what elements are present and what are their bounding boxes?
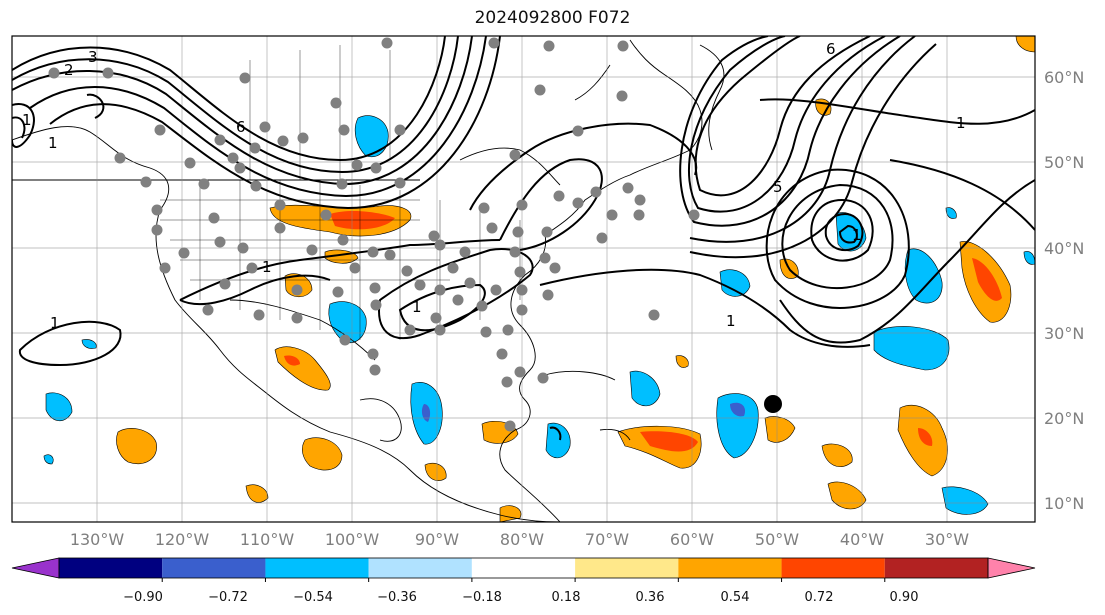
state-borders — [160, 45, 521, 340]
colorbar-tick-label: −0.18 — [462, 590, 502, 605]
lon-tick-label: 80°W — [500, 530, 544, 549]
colorbar-tick-label: −0.72 — [208, 590, 248, 605]
colorbar-segment — [162, 558, 266, 578]
colorbar-segment — [471, 558, 576, 578]
colorbar — [11, 557, 1036, 582]
contour-label: 1 — [956, 114, 966, 132]
contour-label: 2 — [64, 61, 74, 79]
lat-tick-label: 60°N — [1044, 68, 1084, 87]
contour-label: 5 — [773, 178, 783, 196]
lat-tick-label: 10°N — [1044, 494, 1084, 513]
contour-label: 1 — [852, 226, 862, 244]
lat-tick-label: 50°N — [1044, 153, 1084, 172]
lon-tick-label: 40°W — [840, 530, 884, 549]
colorbar-tick-label: −0.36 — [377, 590, 417, 605]
storm-center-marker — [764, 395, 782, 413]
contour-label: 1 — [48, 134, 58, 152]
lon-tick-label: 60°W — [670, 530, 714, 549]
station-markers — [48, 37, 700, 432]
contour-label: 3 — [88, 48, 98, 66]
contour-label: 1 — [412, 298, 422, 316]
colorbar-segment — [368, 558, 472, 578]
lon-tick-label: 130°W — [70, 530, 125, 549]
contour-label: 6 — [236, 118, 246, 136]
colorbar-segment — [265, 558, 369, 578]
map-title: 2024092800 F072 — [474, 8, 631, 28]
colorbar-segment — [781, 558, 885, 578]
colorbar-tick-label: 0.54 — [721, 590, 750, 605]
colorbar-frame — [58, 557, 989, 579]
colorbar-segment — [884, 558, 988, 578]
lon-tick-label: 110°W — [240, 530, 295, 549]
colorbar-tick-label: −0.90 — [123, 590, 163, 605]
colorbar-extend-min — [11, 557, 60, 579]
contour-lines — [12, 36, 1035, 441]
colorbar-tick-label: 0.90 — [890, 590, 919, 605]
contour-label: 1 — [262, 258, 272, 276]
colorbar-tick-label: 0.18 — [552, 590, 581, 605]
colorbar-tick-label: −0.54 — [293, 590, 333, 605]
lat-tick-label: 30°N — [1044, 324, 1084, 343]
colorbar-segment — [59, 558, 163, 578]
colorbar-segment — [678, 558, 782, 578]
lat-tick-label: 40°N — [1044, 239, 1084, 258]
contour-label: 1 — [726, 312, 736, 330]
lon-tick-label: 30°W — [925, 530, 969, 549]
contour-label-group: 1 2 3 6 1 1 1 1 1 1 6 5 1 — [22, 40, 966, 332]
lon-tick-label: 50°W — [755, 530, 799, 549]
lon-tick-label: 120°W — [155, 530, 210, 549]
lon-tick-label: 70°W — [585, 530, 629, 549]
colorbar-tick-label: 0.36 — [636, 590, 665, 605]
lon-tick-label: 90°W — [415, 530, 459, 549]
graticule — [12, 36, 1035, 522]
colorbar-tick-label: 0.72 — [805, 590, 834, 605]
lon-tick-label: 100°W — [325, 530, 380, 549]
colorbar-extend-max — [987, 557, 1036, 579]
map-border — [11, 35, 1036, 523]
latitude-ticks: 10°N 20°N 30°N 40°N 50°N 60°N — [1044, 68, 1084, 513]
lat-tick-label: 20°N — [1044, 409, 1084, 428]
colorbar-segment — [575, 558, 679, 578]
negative-anomaly-regions — [43, 115, 1035, 515]
contour-label: 6 — [826, 40, 836, 58]
contour-label: 1 — [22, 111, 32, 129]
contour-label: 1 — [50, 314, 60, 332]
longitude-ticks: 130°W 120°W 110°W 100°W 90°W 80°W 70°W 6… — [70, 530, 969, 549]
colorbar-ticks: −0.90 −0.72 −0.54 −0.36 −0.18 0.18 0.36 … — [123, 590, 918, 605]
